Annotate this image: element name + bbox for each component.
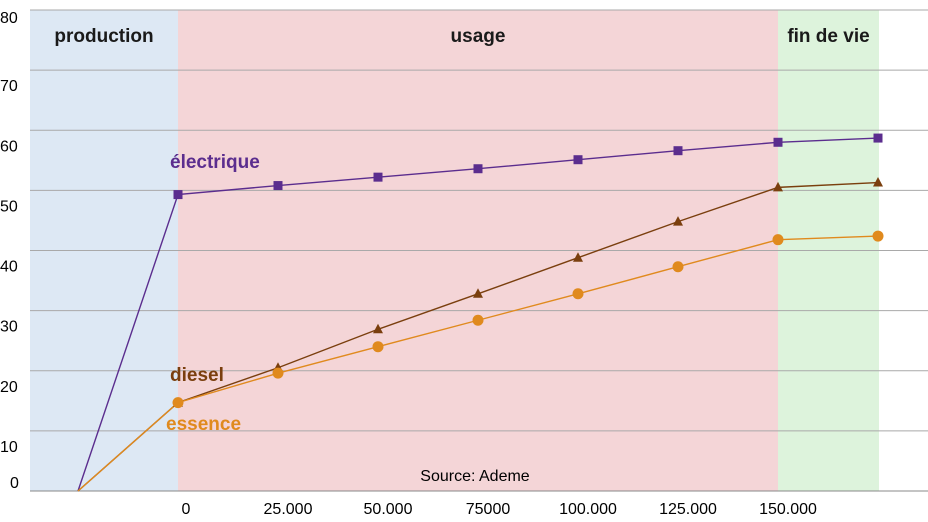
data-point-diesel-5	[573, 252, 583, 262]
data-point-électrique-4	[473, 164, 483, 174]
x-tick-label: 75000	[466, 501, 511, 518]
data-point-essence-7	[772, 234, 784, 246]
x-tick-label: 100.000	[559, 501, 617, 518]
data-point-diesel-6	[673, 216, 683, 226]
y-tick-label: 50	[0, 198, 18, 215]
phase-label-0: production	[54, 26, 153, 47]
y-tick-label: 70	[0, 78, 18, 95]
data-point-électrique-7	[773, 137, 783, 147]
data-point-diesel-3	[373, 323, 383, 334]
series-labels: électrique diesel essence	[166, 152, 260, 435]
data-point-essence-1	[172, 397, 184, 409]
y-tick-label: 0	[10, 475, 19, 492]
data-point-électrique-2	[273, 181, 283, 191]
y-tick-label: 40	[0, 259, 18, 276]
data-point-électrique-8	[873, 133, 883, 143]
y-tick-label: 60	[0, 138, 18, 155]
data-point-essence-4	[472, 314, 484, 326]
data-point-essence-8	[872, 230, 884, 242]
y-tick-label: 30	[0, 319, 18, 336]
data-point-diesel-4	[473, 288, 483, 298]
data-point-électrique-6	[673, 146, 683, 156]
data-point-électrique-5	[573, 155, 583, 165]
y-tick-label: 80	[0, 10, 18, 27]
data-point-diesel-7	[773, 181, 783, 192]
data-point-électrique-1	[173, 190, 183, 200]
x-tick-label: 50.000	[364, 501, 413, 518]
y-axis-ticks: 0 10 20 30 40 50 60 70 80	[0, 10, 19, 492]
y-tick-label: 20	[0, 379, 18, 396]
series-label-2: essence	[166, 414, 241, 435]
y-tick-label: 10	[0, 439, 18, 456]
data-point-essence-6	[672, 261, 684, 273]
data-point-essence-3	[372, 341, 384, 353]
data-point-essence-5	[572, 288, 584, 300]
x-axis-ticks: 0 25.000 50.000 75000 100.000 125.000 150.000	[182, 501, 817, 518]
phase-label-2: fin de vie	[787, 26, 869, 47]
source-annotation: Source: Ademe	[420, 468, 530, 485]
x-tick-label: 0	[182, 501, 191, 518]
x-tick-label: 25.000	[264, 501, 313, 518]
x-tick-label: 125.000	[659, 501, 717, 518]
series-markers	[172, 133, 884, 409]
series-label-0: électrique	[170, 152, 260, 173]
series-label-1: diesel	[170, 365, 224, 386]
data-point-essence-2	[272, 367, 284, 379]
x-tick-label: 150.000	[759, 501, 817, 518]
data-point-électrique-3	[373, 172, 383, 182]
phase-label-1: usage	[451, 26, 506, 47]
data-point-diesel-8	[873, 177, 883, 187]
